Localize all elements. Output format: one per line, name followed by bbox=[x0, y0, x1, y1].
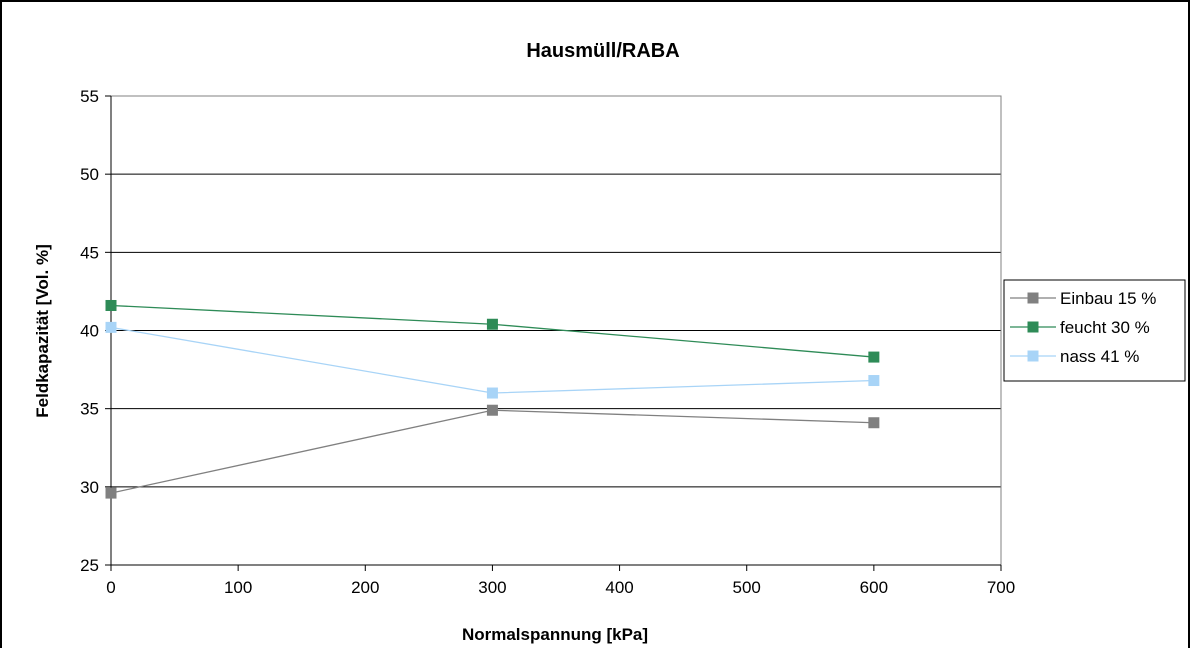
y-tick-label-1: 30 bbox=[80, 478, 99, 497]
y-tick-label-0: 25 bbox=[80, 556, 99, 575]
legend-label-0: Einbau 15 % bbox=[1060, 289, 1156, 308]
x-tick-label-5: 500 bbox=[733, 578, 761, 597]
chart-title: Hausmüll/RABA bbox=[526, 40, 679, 62]
x-tick-label-2: 200 bbox=[351, 578, 379, 597]
x-tick-label-6: 600 bbox=[860, 578, 888, 597]
y-tick-label-3: 40 bbox=[80, 322, 99, 341]
x-tick-label-4: 400 bbox=[605, 578, 633, 597]
legend: Einbau 15 % feucht 30 % nass 41 % bbox=[1003, 279, 1186, 382]
data-point-s2-1 bbox=[486, 387, 498, 399]
x-tick-label-7: 700 bbox=[987, 578, 1015, 597]
legend-label-2: nass 41 % bbox=[1060, 347, 1139, 366]
data-point-s2-2 bbox=[868, 375, 880, 387]
y-tick-label-5: 50 bbox=[80, 165, 99, 184]
y-axis-title: Feldkapazität [Vol. %] bbox=[33, 244, 52, 418]
x-tick-label-1: 100 bbox=[224, 578, 252, 597]
data-point-s0-0 bbox=[105, 487, 117, 499]
legend-label-1: feucht 30 % bbox=[1060, 318, 1150, 337]
legend-marker-1 bbox=[1027, 321, 1039, 333]
data-point-s0-2 bbox=[868, 417, 880, 429]
data-point-s0-1 bbox=[486, 404, 498, 416]
y-tick-label-2: 35 bbox=[80, 400, 99, 419]
x-axis-title: Normalspannung [kPa] bbox=[462, 625, 648, 644]
plot-layer: 25 30 35 40 45 50 55 0 100 200 300 400 500 600 700 bbox=[80, 87, 1015, 597]
x-tick-label-0: 0 bbox=[106, 578, 115, 597]
legend-marker-2 bbox=[1027, 350, 1039, 362]
data-point-s1-2 bbox=[868, 351, 880, 363]
data-point-s1-1 bbox=[486, 318, 498, 330]
y-tick-label-4: 45 bbox=[80, 243, 99, 262]
legend-marker-0 bbox=[1027, 292, 1039, 304]
y-tick-label-6: 55 bbox=[80, 87, 99, 106]
x-tick-label-3: 300 bbox=[478, 578, 506, 597]
data-point-s2-0 bbox=[105, 321, 117, 333]
data-point-s1-0 bbox=[105, 299, 117, 311]
